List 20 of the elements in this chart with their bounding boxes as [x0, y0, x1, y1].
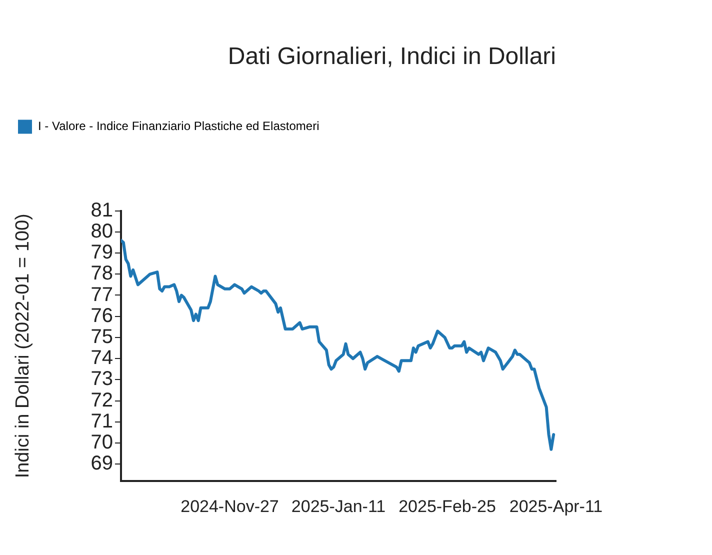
y-tick-label: 72 [90, 389, 113, 412]
y-tick-label: 71 [90, 410, 113, 432]
chart-title: Dati Giornalieri, Indici in Dollari [228, 43, 556, 70]
y-tick-label: 75 [90, 326, 113, 348]
y-tick-label: 80 [90, 220, 113, 242]
x-tick-label: 2025-Apr-11 [509, 496, 603, 516]
y-tick-label: 69 [90, 452, 113, 475]
y-tick-label: 79 [90, 242, 113, 264]
x-tick-label: 2025-Jan-11 [291, 496, 386, 516]
y-tick-label: 74 [90, 347, 113, 370]
y-axis-title: Indici in Dollari (2022-01 = 100) [12, 214, 34, 478]
y-tick-label: 73 [90, 368, 113, 390]
y-tick-label: 76 [90, 304, 113, 327]
x-tick-label: 2025-Feb-25 [398, 496, 496, 516]
y-tick-label: 77 [90, 284, 113, 306]
x-tick-label: 2024-Nov-27 [180, 496, 279, 516]
y-tick-label: 81 [90, 199, 113, 222]
y-tick-label: 70 [90, 432, 113, 454]
y-tick-label: 78 [90, 262, 113, 285]
legend-label: I - Valore - Indice Finanziario Plastiche ed Elastomeri [38, 119, 320, 134]
